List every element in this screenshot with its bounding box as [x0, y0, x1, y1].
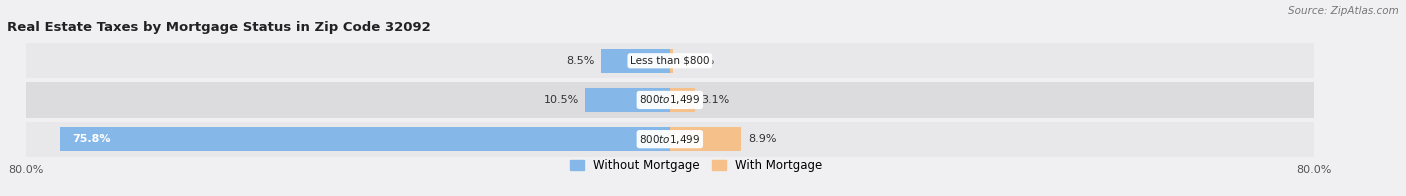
- Text: 8.5%: 8.5%: [567, 56, 595, 66]
- Bar: [669, 49, 672, 73]
- Bar: [60, 127, 669, 151]
- Text: 0.35%: 0.35%: [679, 56, 714, 66]
- Bar: [27, 43, 1313, 78]
- Text: 3.1%: 3.1%: [702, 95, 730, 105]
- Bar: [669, 88, 695, 112]
- Text: Source: ZipAtlas.com: Source: ZipAtlas.com: [1288, 6, 1399, 16]
- Text: Real Estate Taxes by Mortgage Status in Zip Code 32092: Real Estate Taxes by Mortgage Status in …: [7, 21, 432, 34]
- Text: Less than $800: Less than $800: [630, 56, 710, 66]
- Text: $800 to $1,499: $800 to $1,499: [640, 133, 700, 146]
- Text: 75.8%: 75.8%: [72, 134, 111, 144]
- Text: $800 to $1,499: $800 to $1,499: [640, 93, 700, 106]
- Bar: [602, 49, 669, 73]
- Bar: [27, 82, 1313, 118]
- Legend: Without Mortgage, With Mortgage: Without Mortgage, With Mortgage: [565, 154, 827, 177]
- Bar: [27, 122, 1313, 157]
- Bar: [585, 88, 669, 112]
- Bar: [669, 127, 741, 151]
- Text: 10.5%: 10.5%: [544, 95, 579, 105]
- Text: 8.9%: 8.9%: [748, 134, 776, 144]
